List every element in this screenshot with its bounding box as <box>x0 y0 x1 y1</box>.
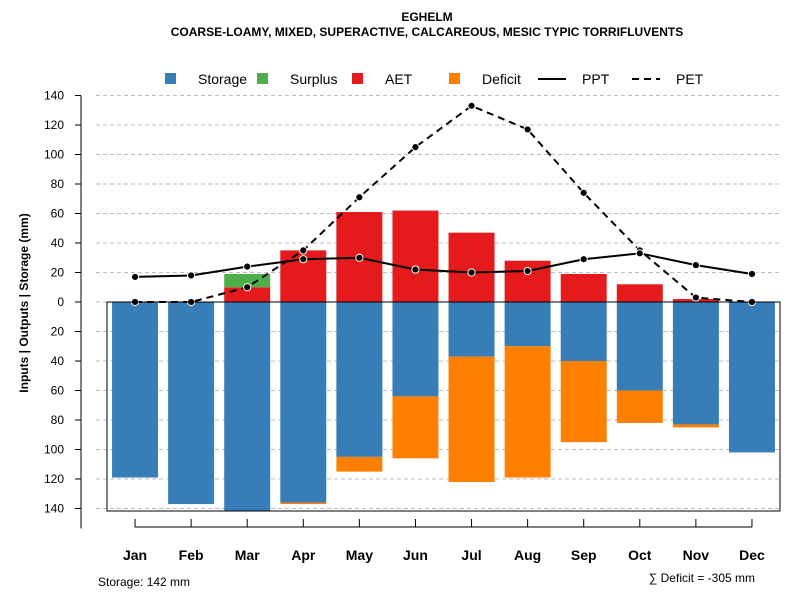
ppt-point <box>187 271 196 280</box>
pet-point <box>411 143 420 152</box>
ppt-line <box>135 252 753 278</box>
ppt-point <box>635 249 644 258</box>
x-tick-label: Oct <box>628 547 652 563</box>
storage-bar <box>504 302 551 347</box>
storage-bar <box>560 302 607 361</box>
surplus-bar <box>224 273 271 288</box>
storage-bar <box>392 302 439 397</box>
ppt-point <box>411 265 420 274</box>
pet-point <box>243 283 252 292</box>
x-tick-label: Jun <box>403 547 428 563</box>
deficit-bar <box>504 346 551 478</box>
aet-bar <box>392 210 439 302</box>
ppt-point <box>691 261 700 270</box>
y-tick-label: 40 <box>51 354 65 368</box>
y-tick-label: 0 <box>57 295 64 309</box>
y-tick-label: 60 <box>51 207 65 221</box>
y-tick-label: 100 <box>44 443 64 457</box>
y-tick-label: 20 <box>51 325 65 339</box>
y-tick-label: 100 <box>44 148 64 162</box>
pet-point <box>355 193 364 202</box>
x-tick-label: Aug <box>514 547 541 563</box>
ppt-point <box>467 268 476 277</box>
ppt-point <box>130 272 140 282</box>
storage-bar <box>672 302 719 425</box>
bars <box>112 210 775 512</box>
footer-storage: Storage: 142 mm <box>98 575 190 589</box>
pet-point <box>467 101 476 110</box>
x-tick-label: Sep <box>571 547 597 563</box>
y-tick-label: 140 <box>44 89 64 103</box>
deficit-bar <box>448 356 495 482</box>
storage-bar <box>336 302 383 457</box>
y-tick-label: 80 <box>51 413 65 427</box>
x-tick-label: Jul <box>461 547 481 563</box>
legend-swatch <box>352 73 363 84</box>
axes: 140 120 100 80 60 40 20 0 20 40 60 80 100 120 140 Jan Fe… <box>44 89 781 563</box>
storage-bar <box>280 302 327 503</box>
legend: Storage Surplus AET Deficit PPT PET <box>165 71 704 87</box>
x-tick-label: Jan <box>123 547 147 563</box>
legend-swatch <box>165 73 176 84</box>
y-tick-label: 140 <box>44 502 64 516</box>
deficit-bar <box>616 390 663 423</box>
y-tick-label: 120 <box>44 118 64 132</box>
x-tick-label: Mar <box>235 547 260 563</box>
pet-point <box>691 293 700 302</box>
chart-subtitle: COARSE-LOAMY, MIXED, SUPERACTIVE, CALCAR… <box>171 25 683 39</box>
deficit-bar <box>560 361 607 443</box>
ppt-point <box>355 253 364 262</box>
pet-point <box>299 246 308 255</box>
x-tick-label: May <box>346 547 373 563</box>
ppt-point <box>579 255 588 264</box>
deficit-bar <box>672 424 719 428</box>
storage-bar <box>224 302 271 512</box>
x-tick-label: Dec <box>739 547 765 563</box>
legend-swatch <box>257 73 268 84</box>
ppt-point <box>747 269 757 279</box>
storage-bar <box>728 302 775 453</box>
ppt-point <box>299 255 308 264</box>
y-tick-label: 80 <box>51 177 65 191</box>
storage-bar <box>112 302 159 478</box>
pet-point <box>523 125 532 134</box>
x-tick-label: Feb <box>179 547 204 563</box>
x-tick-label: Apr <box>291 547 316 563</box>
deficit-bar <box>280 502 327 505</box>
deficit-bar <box>336 456 383 472</box>
legend-label: AET <box>385 71 413 87</box>
legend-label: Storage <box>198 71 247 87</box>
ppt-point <box>523 266 532 276</box>
aet-bar <box>616 284 663 302</box>
pet-line <box>135 104 753 303</box>
legend-label: Deficit <box>482 71 521 87</box>
y-tick-label: 40 <box>51 236 65 250</box>
lines <box>130 101 757 307</box>
legend-label: PPT <box>582 71 610 87</box>
y-tick-label: 20 <box>51 266 65 280</box>
deficit-bar <box>392 396 439 459</box>
y-tick-label: 60 <box>51 384 65 398</box>
footer-deficit: ∑ Deficit = -305 mm <box>649 571 755 585</box>
aet-bar <box>560 273 607 302</box>
y-tick-label: 120 <box>44 472 64 486</box>
pet-point <box>579 188 588 197</box>
legend-label: Surplus <box>290 71 337 87</box>
aet-bar <box>448 232 495 302</box>
storage-bar <box>448 302 495 357</box>
storage-bar <box>616 302 663 391</box>
x-tick-label: Nov <box>683 547 710 563</box>
ppt-point <box>243 262 252 271</box>
storage-bar <box>168 302 215 505</box>
legend-swatch <box>449 73 460 84</box>
y-axis-label: Inputs | Outputs | Storage (mm) <box>17 213 31 392</box>
legend-label: PET <box>676 71 704 87</box>
chart-title: EGHELM <box>401 10 452 24</box>
